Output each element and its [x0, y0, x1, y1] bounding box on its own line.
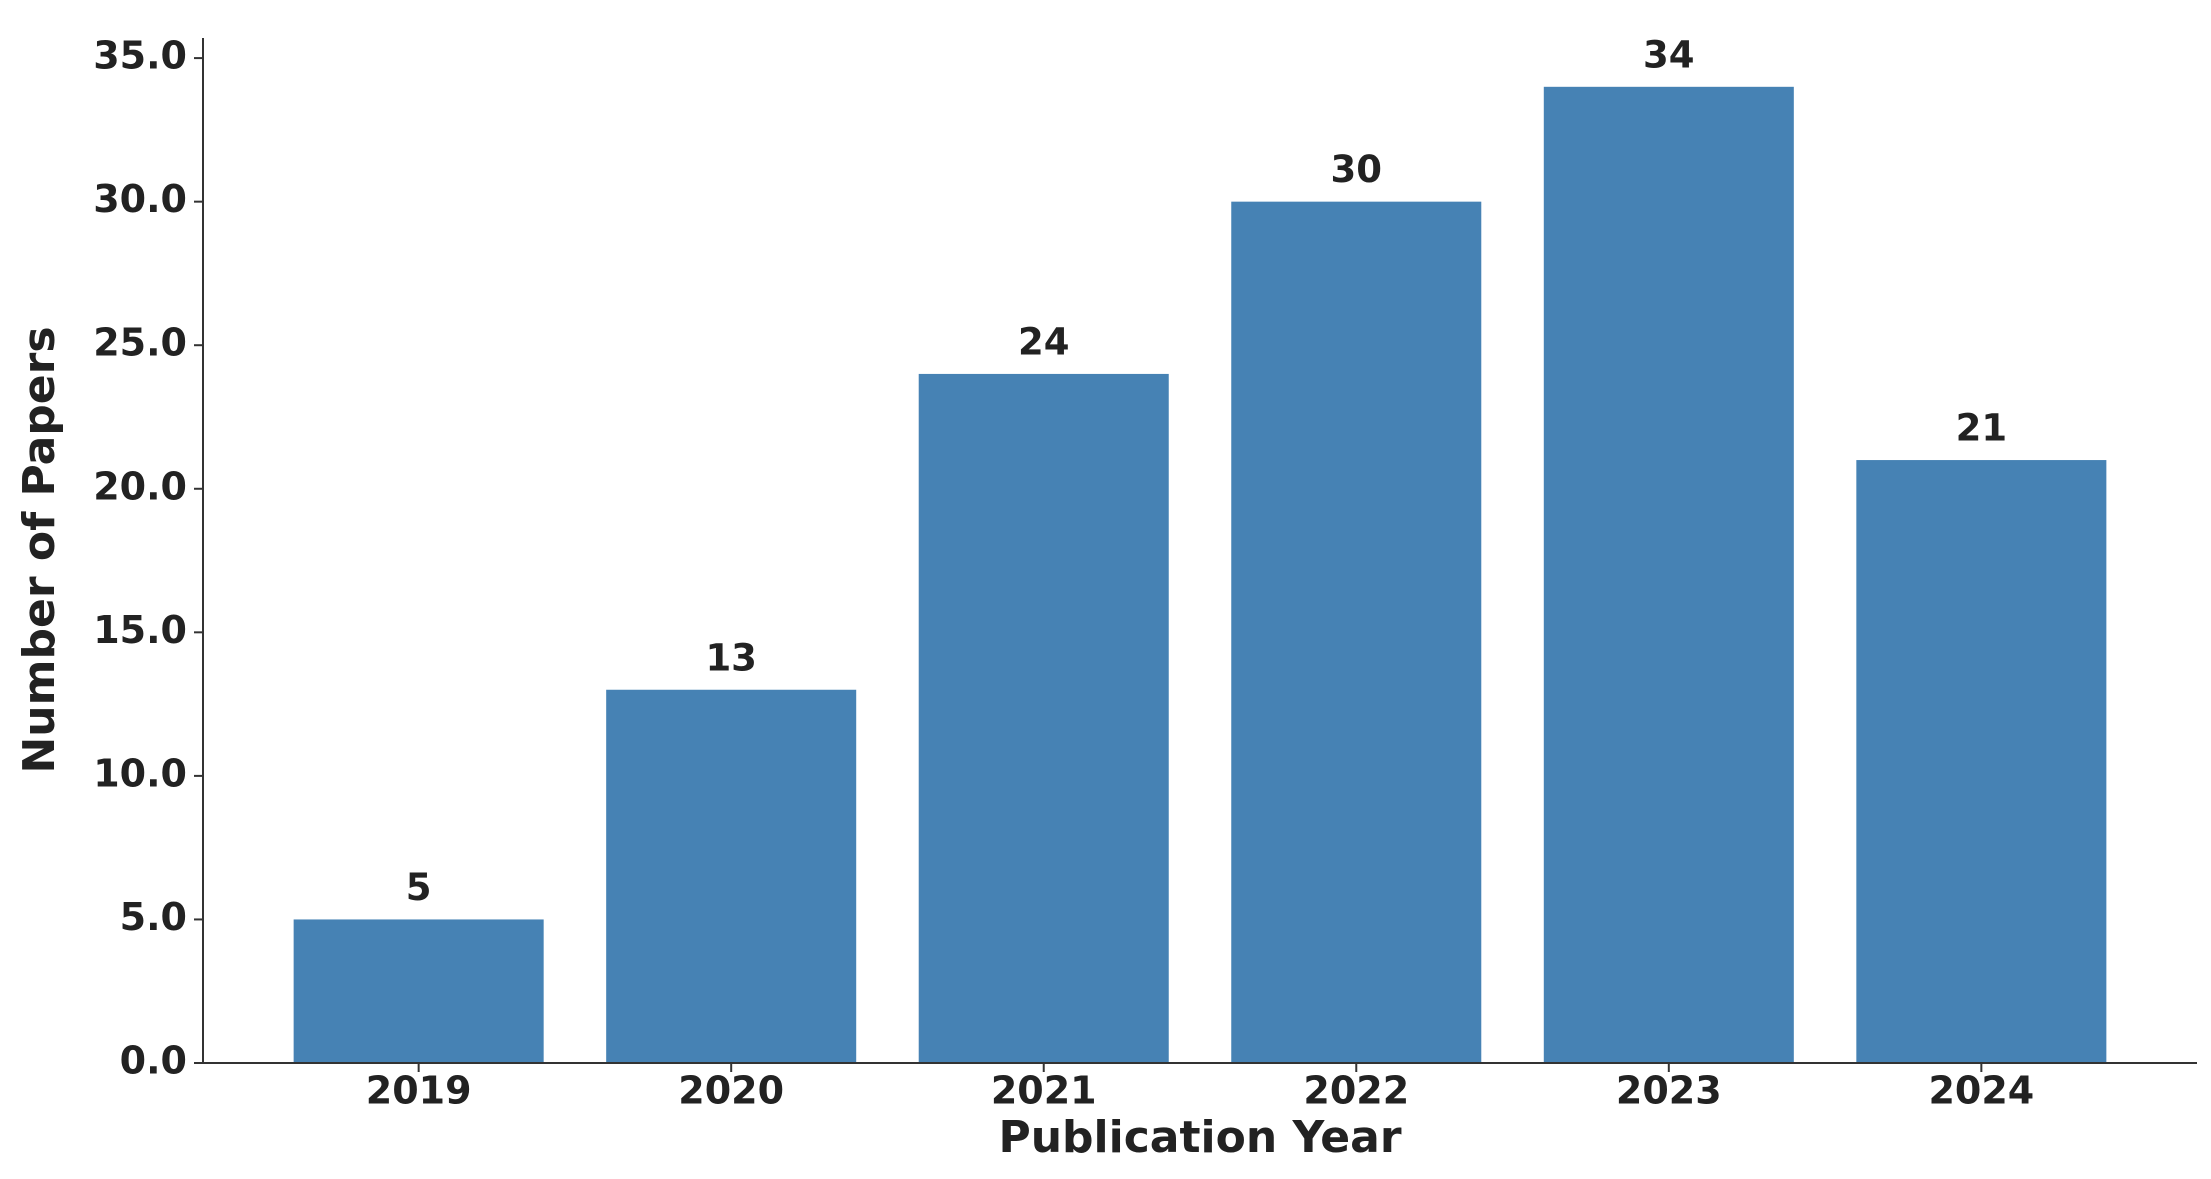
x-tick-label: 2021 — [991, 1069, 1097, 1113]
value-label: 21 — [1956, 407, 2008, 450]
value-label: 5 — [406, 866, 432, 909]
x-tick-label: 2023 — [1616, 1069, 1722, 1113]
y-tick-label: 10.0 — [93, 751, 187, 795]
y-tick-label: 25.0 — [93, 321, 187, 365]
bar — [606, 689, 857, 1063]
x-tick-label: 2024 — [1928, 1069, 2034, 1113]
value-label: 24 — [1018, 320, 1070, 363]
x-tick-label: 2019 — [366, 1069, 472, 1113]
y-tick-label: 0.0 — [120, 1039, 187, 1083]
y-tick-label: 5.0 — [120, 895, 187, 939]
y-tick-label: 20.0 — [93, 464, 187, 508]
bar — [1856, 460, 2107, 1063]
y-tick-label: 30.0 — [93, 177, 187, 221]
x-tick-label: 2022 — [1303, 1069, 1409, 1113]
x-axis-label: Publication Year — [998, 1112, 1401, 1163]
x-tick-label: 2020 — [678, 1069, 784, 1113]
value-label: 34 — [1643, 33, 1695, 76]
y-axis-label: Number of Papers — [14, 326, 65, 773]
bar — [293, 919, 544, 1063]
value-label: 13 — [705, 636, 757, 679]
value-label: 30 — [1331, 148, 1383, 191]
y-tick-label: 35.0 — [93, 34, 187, 78]
bar — [1543, 86, 1794, 1064]
bar — [1231, 201, 1482, 1063]
y-tick-label: 15.0 — [93, 608, 187, 652]
bar — [918, 373, 1169, 1063]
